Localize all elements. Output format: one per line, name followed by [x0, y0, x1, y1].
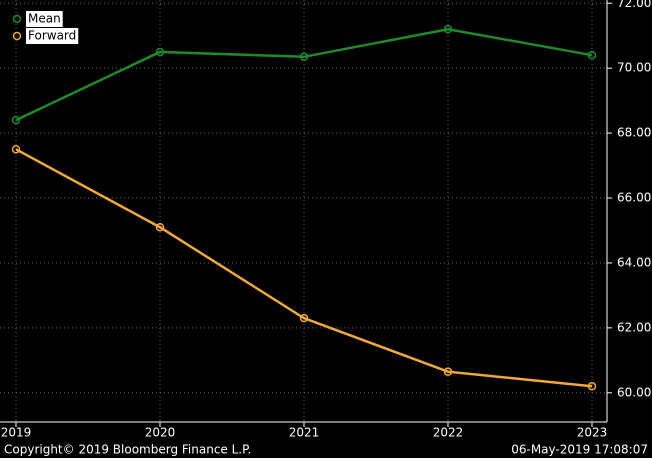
- point: [299, 52, 309, 62]
- point: [587, 382, 597, 391]
- y-tick-label: 64.00: [617, 255, 651, 269]
- point: [11, 145, 21, 154]
- series-line: [15, 148, 593, 388]
- x-tick-label: 2019: [1, 426, 32, 440]
- series-line: [15, 27, 593, 122]
- x-tick-label: 2023: [577, 426, 608, 440]
- legend-label-bg: [26, 28, 79, 44]
- point: [299, 313, 309, 323]
- y-tick-label: 72.00: [617, 0, 651, 10]
- point: [155, 222, 165, 232]
- point: [443, 24, 453, 34]
- y-tick-label: 68.00: [617, 126, 651, 140]
- point: [443, 367, 453, 376]
- y-tick-label: 60.00: [617, 385, 651, 399]
- y-tick-label: 62.00: [617, 320, 651, 334]
- point: [11, 115, 21, 125]
- x-tick-label: 2021: [289, 426, 320, 440]
- x-tick-label: 2020: [145, 426, 176, 440]
- legend-label: Mean: [28, 12, 61, 26]
- timestamp: 06-May-2019 17:08:07: [511, 443, 648, 457]
- x-tick-label: 2022: [433, 426, 464, 440]
- point: [587, 50, 597, 60]
- copyright: Copyright© 2019 Bloomberg Finance L.P.: [4, 443, 251, 457]
- y-tick-label: 66.00: [617, 191, 651, 205]
- legend-label-bg: [26, 11, 63, 27]
- legend-marker: [12, 31, 22, 41]
- legend-marker: [12, 14, 22, 24]
- point: [155, 47, 165, 57]
- y-tick-label: 70.00: [617, 61, 651, 75]
- legend-label: Forward: [28, 29, 76, 43]
